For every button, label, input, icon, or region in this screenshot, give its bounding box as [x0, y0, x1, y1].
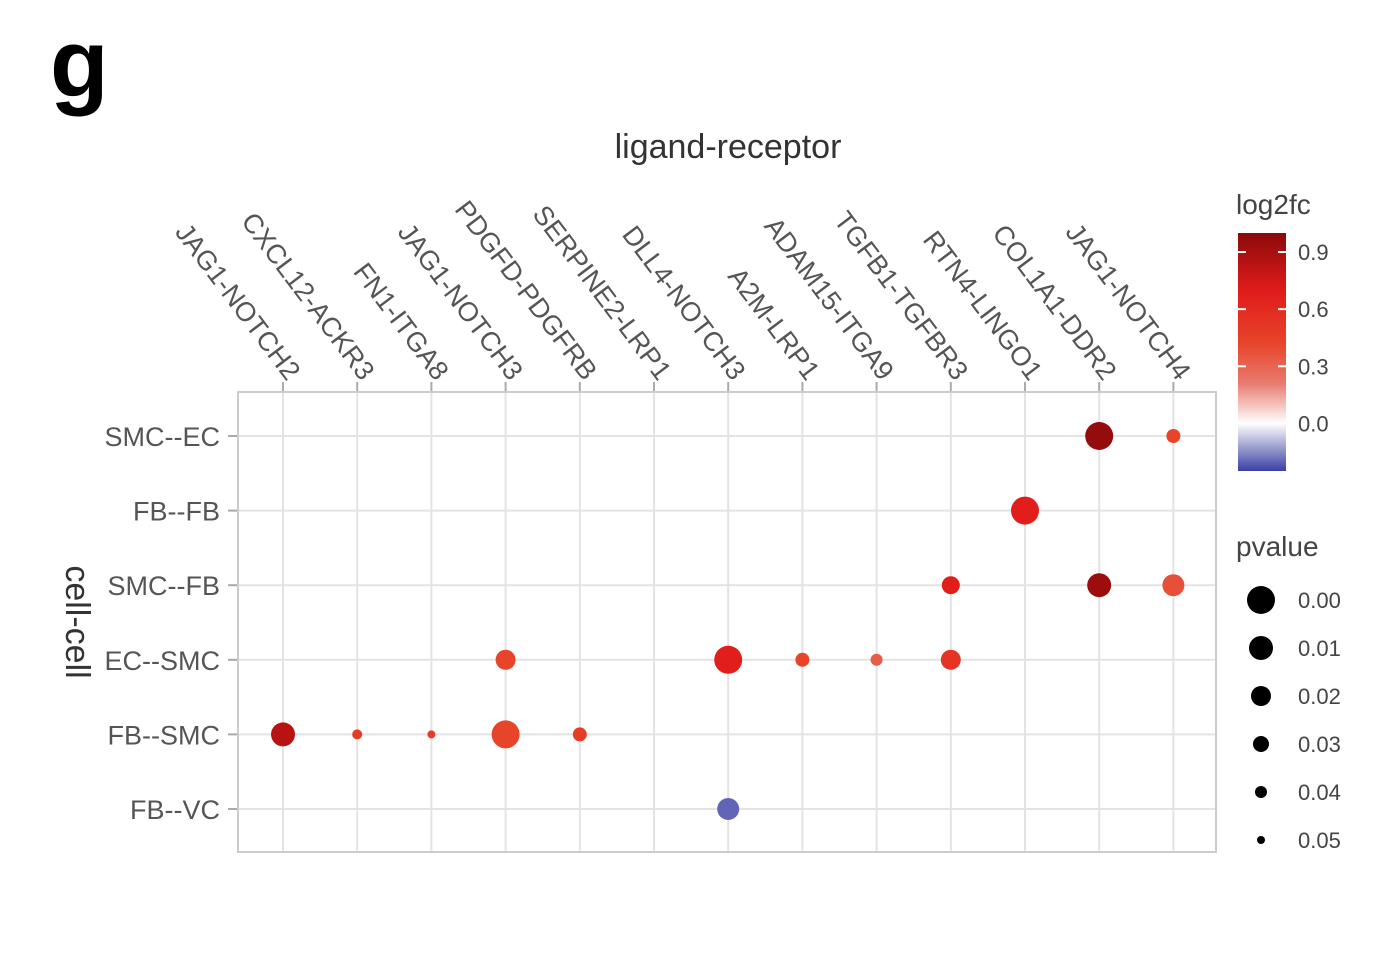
colorbar-tick-label: 0.9 — [1298, 240, 1329, 265]
x-tick-label: CXCL12-ACKR3 — [235, 207, 380, 386]
data-point — [1166, 429, 1181, 443]
data-point — [1087, 573, 1112, 598]
size-legend-dot — [1257, 836, 1265, 844]
x-tick-label: SERPINE2-LRP1 — [527, 200, 677, 386]
y-tick-label: FB--SMC — [108, 720, 220, 750]
data-point — [941, 576, 960, 595]
size-legend-label: 0.01 — [1298, 636, 1341, 661]
panel-letter: g — [50, 10, 109, 117]
data-point — [491, 720, 520, 749]
x-tick-label: ADAM15-ITGA9 — [758, 212, 899, 386]
data-point — [572, 727, 587, 742]
plot-frame — [237, 391, 1217, 853]
y-tick-label: EC--SMC — [105, 646, 221, 676]
size-legend-label: 0.00 — [1298, 588, 1341, 613]
x-tick-label: PDGFD-PDGFRB — [449, 195, 603, 386]
size-legend-label: 0.05 — [1298, 828, 1341, 853]
size-legend-dot — [1253, 736, 1269, 752]
y-axis-title: cell-cell — [58, 565, 96, 678]
data-point — [1011, 496, 1039, 525]
colorbar-tick-label: 0.3 — [1298, 354, 1329, 379]
size-legend: pvalue 0.00 0.01 0.02 0.03 0.04 0.05 — [1236, 531, 1341, 853]
x-axis-title: ligand-receptor — [615, 128, 842, 166]
grid-lines — [228, 382, 1216, 852]
size-legend-dot — [1249, 636, 1273, 660]
color-legend-title: log2fc — [1236, 189, 1311, 220]
data-point — [717, 798, 740, 820]
color-legend: log2fc 0.9 0.6 0.3 0.0 — [1236, 189, 1329, 471]
data-points — [271, 422, 1185, 820]
x-tick-labels: JAG1-NOTCH2CXCL12-ACKR3FN1-ITGA8JAG1-NOT… — [169, 195, 1196, 386]
data-point — [870, 653, 883, 666]
size-legend-title: pvalue — [1236, 531, 1319, 562]
data-point — [795, 652, 810, 667]
y-tick-label: FB--VC — [130, 795, 220, 825]
size-legend-dot — [1255, 786, 1267, 798]
colorbar-tick-label: 0.0 — [1298, 411, 1329, 436]
size-legend-dot — [1247, 586, 1275, 614]
data-point — [940, 649, 961, 670]
data-point — [1085, 422, 1114, 450]
y-tick-label: SMC--FB — [108, 571, 220, 601]
y-tick-labels: SMC--EC FB--FB SMC--FB EC--SMC FB--SMC FB--VC — [105, 422, 221, 825]
data-point — [271, 722, 295, 747]
size-legend-label: 0.04 — [1298, 780, 1341, 805]
colorbar-tick-label: 0.6 — [1298, 297, 1329, 322]
colorbar — [1238, 233, 1286, 471]
size-legend-label: 0.02 — [1298, 684, 1341, 709]
y-tick-label: FB--FB — [133, 497, 220, 527]
x-tick-label: TGFB1-TGFBR3 — [828, 206, 974, 386]
size-legend-label: 0.03 — [1298, 732, 1341, 757]
data-point — [352, 729, 363, 740]
data-point — [1162, 574, 1185, 597]
data-point — [714, 645, 743, 674]
y-tick-label: SMC--EC — [105, 422, 221, 452]
size-legend-dot — [1251, 686, 1271, 706]
data-point — [427, 730, 436, 739]
data-point — [495, 649, 516, 670]
